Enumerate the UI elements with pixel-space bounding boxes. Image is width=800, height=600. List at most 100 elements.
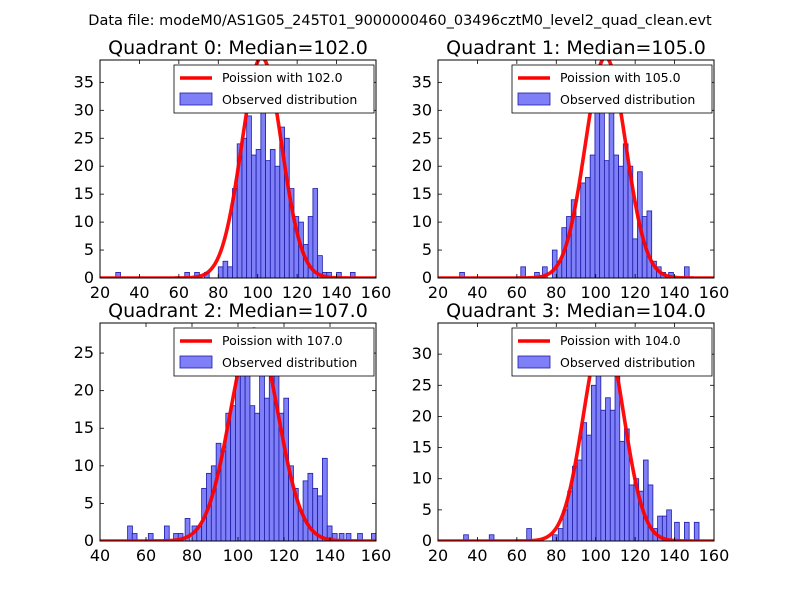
histogram-bar [609, 409, 616, 541]
x-tick-label: 80 [546, 283, 566, 302]
histogram-bar [163, 525, 170, 541]
histogram-bar [643, 459, 649, 541]
axes-frame [99, 59, 377, 279]
histogram-bar [674, 521, 680, 541]
histogram-bar [520, 266, 526, 278]
histogram-bar [246, 115, 252, 278]
histogram-bar [595, 359, 602, 541]
histogram-bar [684, 266, 690, 278]
legend-curve-label: Poission with 105.0 [560, 70, 681, 85]
axes-frame [99, 322, 377, 542]
x-tick-label: 140 [315, 546, 346, 565]
y-tick-label: 0 [422, 268, 432, 287]
histogram-bar [646, 210, 653, 278]
histogram-bar [542, 266, 548, 278]
histogram-bar [322, 457, 328, 541]
histogram-bar [251, 154, 257, 278]
x-tick-label: 80 [182, 546, 202, 565]
histogram-bar [557, 528, 564, 541]
histogram-bar [269, 149, 276, 278]
x-tick-label: 120 [620, 546, 651, 565]
chart-quadrant-3: 20 40 60 80 100 120 140 160 0 5 10 15 20 25 30 Quadrant… [412, 300, 730, 565]
y-tick-label: 30 [412, 344, 432, 363]
y-tick-label: 25 [412, 375, 432, 394]
x-tick-label: 160 [699, 283, 730, 302]
histogram-bar [227, 266, 233, 278]
histogram-bar [264, 397, 270, 541]
x-tick-label: 100 [242, 283, 273, 302]
x-tick-label: 120 [282, 283, 313, 302]
x-tick-label: 140 [321, 283, 352, 302]
y-tick-label: 20 [74, 381, 94, 400]
x-tick-label: 140 [659, 546, 690, 565]
y-tick-label: 25 [74, 128, 94, 147]
plot-area [438, 60, 714, 278]
chart-title: Quadrant 2: Median=107.0 [108, 300, 368, 322]
histogram-bar [603, 160, 610, 278]
histogram-bar [605, 397, 611, 541]
y-tick-label: 10 [412, 212, 432, 231]
x-tick-label: 20 [428, 283, 448, 302]
histogram-bar [184, 518, 191, 541]
chart-quadrant-2: 40 60 80 100 120 140 160 0 5 10 15 20 25 Quadrant 2: … [74, 300, 392, 565]
legend: Poission with 102.0 Observed distribution [173, 64, 375, 114]
legend-curve-label: Poission with 107.0 [222, 333, 343, 348]
histogram-bar [488, 534, 495, 541]
x-tick-label: 100 [223, 546, 254, 565]
poisson-curve [438, 60, 714, 278]
histogram-bar [628, 484, 635, 541]
histogram-bar [575, 216, 582, 278]
legend-hist-label: Observed distribution [560, 355, 695, 370]
histogram-bar [222, 260, 229, 278]
x-tick-label: 120 [620, 283, 651, 302]
x-tick-label: 160 [361, 283, 392, 302]
x-tick-label: 60 [169, 283, 189, 302]
y-tick-label: 10 [412, 469, 432, 488]
histogram-bar [259, 375, 265, 541]
y-tick-label: 5 [84, 240, 94, 259]
x-tick-label: 60 [136, 546, 156, 565]
chart-title: Quadrant 0: Median=102.0 [108, 37, 368, 59]
histogram-bar [254, 412, 261, 541]
histogram-bar [618, 165, 624, 278]
poisson-curve [100, 60, 376, 278]
histogram-bar [590, 384, 597, 541]
histogram-bar [265, 160, 271, 278]
legend: Poission with 107.0 Observed distribution [173, 327, 375, 377]
histogram-bar [241, 137, 248, 278]
histogram-bar [647, 484, 654, 541]
chart-title: Quadrant 1: Median=105.0 [446, 37, 706, 59]
legend-hist-label: Observed distribution [560, 92, 695, 107]
axes-frame [437, 322, 715, 542]
axes-frame [437, 59, 715, 279]
y-tick-label: 15 [74, 184, 94, 203]
y-tick-label: 5 [422, 500, 432, 519]
x-tick-label: 40 [90, 546, 110, 565]
histogram-bar [576, 459, 583, 541]
legend: Poission with 105.0 Observed distribution [511, 64, 713, 114]
histogram-bar [274, 165, 281, 278]
y-tick-label: 35 [412, 72, 432, 91]
histogram-bar [693, 521, 700, 541]
x-tick-label: 40 [467, 283, 487, 302]
x-tick-label: 40 [129, 283, 149, 302]
legend-curve-label: Poission with 104.0 [560, 333, 681, 348]
histogram-bar [302, 480, 309, 541]
histogram-bar [589, 154, 596, 278]
y-tick-label: 20 [74, 156, 94, 175]
poisson-curve [438, 330, 714, 541]
x-tick-label: 80 [208, 283, 228, 302]
x-tick-label: 120 [269, 546, 300, 565]
legend-hist-swatch [179, 355, 213, 369]
y-tick-label: 25 [74, 343, 94, 362]
x-tick-label: 100 [580, 283, 611, 302]
y-tick-label: 0 [84, 268, 94, 287]
histogram-bar [614, 372, 621, 541]
x-tick-label: 140 [659, 283, 690, 302]
y-tick-label: 25 [412, 128, 432, 147]
y-tick-label: 35 [74, 72, 94, 91]
legend-hist-swatch [179, 92, 213, 106]
histogram-bar [551, 534, 558, 541]
histogram-bar [459, 272, 465, 278]
